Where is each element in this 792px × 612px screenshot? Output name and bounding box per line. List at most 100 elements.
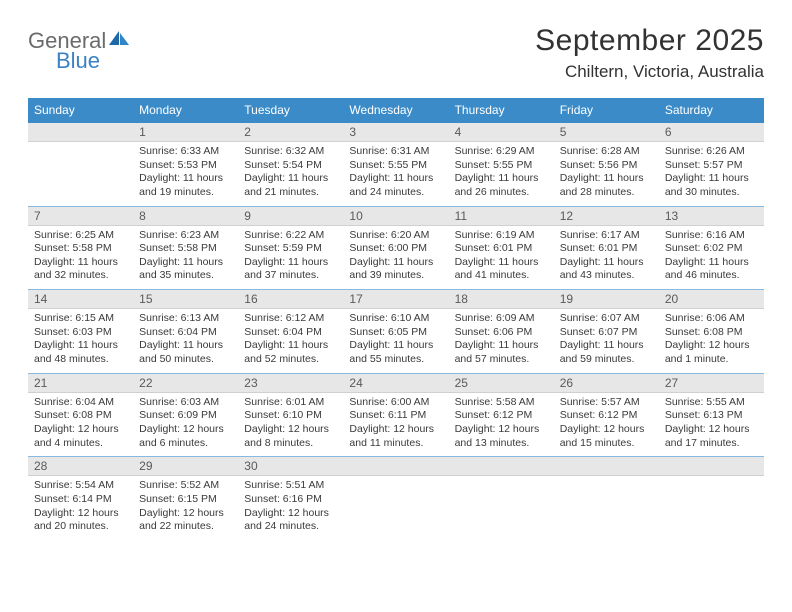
cell: Sunrise: 6:28 AMSunset: 5:56 PMDaylight:… [554,142,659,206]
cell: Sunrise: 6:19 AMSunset: 6:01 PMDaylight:… [449,226,554,290]
cell-line: Sunset: 6:10 PM [244,409,339,423]
week-body-row: Sunrise: 5:54 AMSunset: 6:14 PMDaylight:… [28,476,764,540]
week-daynum-row: 14151617181920 [28,290,764,309]
week-separator [28,456,764,457]
cell-line: Sunset: 5:53 PM [139,159,234,173]
cell-line: Daylight: 11 hours and 30 minutes. [665,172,760,199]
daynum: 14 [28,290,133,309]
cell-line: Sunset: 5:55 PM [455,159,550,173]
daynum: 17 [343,290,448,309]
cell-line: Sunset: 5:56 PM [560,159,655,173]
cell-line: Daylight: 12 hours and 8 minutes. [244,423,339,450]
cell-line: Sunset: 6:01 PM [560,242,655,256]
daynum-empty [554,457,659,476]
cell-line: Daylight: 11 hours and 19 minutes. [139,172,234,199]
cell-line: Daylight: 12 hours and 15 minutes. [560,423,655,450]
cell-empty [343,476,448,540]
cell-line: Sunrise: 6:00 AM [349,396,444,410]
cell-line: Sunset: 6:14 PM [34,493,129,507]
daynum: 4 [449,123,554,142]
cell-line: Sunrise: 5:54 AM [34,479,129,493]
dow-friday: Friday [554,98,659,123]
cell-line: Sunset: 6:08 PM [665,326,760,340]
header: General Blue September 2025 Chiltern, Vi… [28,24,764,82]
logo-word2: Blue [56,50,130,72]
cell-line: Daylight: 11 hours and 57 minutes. [455,339,550,366]
cell-line: Sunset: 6:12 PM [455,409,550,423]
cell: Sunrise: 6:03 AMSunset: 6:09 PMDaylight:… [133,393,238,457]
cell-line: Sunset: 6:04 PM [139,326,234,340]
cell-line: Daylight: 11 hours and 41 minutes. [455,256,550,283]
cell-line: Daylight: 11 hours and 43 minutes. [560,256,655,283]
cell-line: Sunset: 6:06 PM [455,326,550,340]
daynum: 16 [238,290,343,309]
cell: Sunrise: 6:15 AMSunset: 6:03 PMDaylight:… [28,309,133,373]
cell-line: Sunrise: 6:16 AM [665,229,760,243]
cell: Sunrise: 6:12 AMSunset: 6:04 PMDaylight:… [238,309,343,373]
cell-line: Sunset: 6:04 PM [244,326,339,340]
cell: Sunrise: 6:13 AMSunset: 6:04 PMDaylight:… [133,309,238,373]
weeks-container: 123456Sunrise: 6:33 AMSunset: 5:53 PMDay… [28,123,764,540]
cell-line: Sunset: 6:09 PM [139,409,234,423]
cell: Sunrise: 5:58 AMSunset: 6:12 PMDaylight:… [449,393,554,457]
dow-wednesday: Wednesday [343,98,448,123]
cell-line: Sunset: 5:54 PM [244,159,339,173]
cell-line: Sunrise: 6:03 AM [139,396,234,410]
cell-line: Sunset: 6:11 PM [349,409,444,423]
cell-line: Sunset: 5:59 PM [244,242,339,256]
week-body-row: Sunrise: 6:15 AMSunset: 6:03 PMDaylight:… [28,309,764,373]
daynum: 9 [238,207,343,226]
cell-line: Sunset: 6:07 PM [560,326,655,340]
dow-header: SundayMondayTuesdayWednesdayThursdayFrid… [28,98,764,123]
cell-line: Sunset: 6:16 PM [244,493,339,507]
cell-line: Daylight: 11 hours and 28 minutes. [560,172,655,199]
cell-line: Daylight: 12 hours and 13 minutes. [455,423,550,450]
cell-line: Sunset: 6:08 PM [34,409,129,423]
cell-line: Sunset: 6:03 PM [34,326,129,340]
week-separator [28,373,764,374]
cell-line: Sunrise: 6:01 AM [244,396,339,410]
week-body-row: Sunrise: 6:25 AMSunset: 5:58 PMDaylight:… [28,226,764,290]
cell-line: Sunset: 6:13 PM [665,409,760,423]
cell: Sunrise: 6:04 AMSunset: 6:08 PMDaylight:… [28,393,133,457]
daynum: 15 [133,290,238,309]
location: Chiltern, Victoria, Australia [535,62,764,82]
dow-tuesday: Tuesday [238,98,343,123]
cell-line: Sunrise: 5:51 AM [244,479,339,493]
cell-empty [28,142,133,206]
cell-line: Daylight: 11 hours and 46 minutes. [665,256,760,283]
cell-line: Daylight: 11 hours and 48 minutes. [34,339,129,366]
cell-line: Sunrise: 6:23 AM [139,229,234,243]
daynum: 30 [238,457,343,476]
cell-line: Sunrise: 6:26 AM [665,145,760,159]
cell-line: Daylight: 12 hours and 24 minutes. [244,507,339,534]
cell-line: Sunrise: 6:29 AM [455,145,550,159]
cell-line: Sunrise: 6:33 AM [139,145,234,159]
cell: Sunrise: 5:54 AMSunset: 6:14 PMDaylight:… [28,476,133,540]
daynum: 8 [133,207,238,226]
cell-line: Sunrise: 6:25 AM [34,229,129,243]
cell-line: Sunset: 6:00 PM [349,242,444,256]
cell: Sunrise: 6:01 AMSunset: 6:10 PMDaylight:… [238,393,343,457]
page-title: September 2025 [535,24,764,58]
cell-line: Daylight: 12 hours and 17 minutes. [665,423,760,450]
cell-line: Sunrise: 6:04 AM [34,396,129,410]
cell: Sunrise: 5:52 AMSunset: 6:15 PMDaylight:… [133,476,238,540]
daynum: 3 [343,123,448,142]
cell: Sunrise: 6:31 AMSunset: 5:55 PMDaylight:… [343,142,448,206]
cell-line: Sunrise: 5:55 AM [665,396,760,410]
cell: Sunrise: 6:00 AMSunset: 6:11 PMDaylight:… [343,393,448,457]
cell: Sunrise: 5:55 AMSunset: 6:13 PMDaylight:… [659,393,764,457]
week-daynum-row: 282930 [28,457,764,476]
cell-line: Daylight: 11 hours and 21 minutes. [244,172,339,199]
cell-line: Daylight: 12 hours and 20 minutes. [34,507,129,534]
daynum-empty [28,123,133,142]
cell: Sunrise: 6:25 AMSunset: 5:58 PMDaylight:… [28,226,133,290]
calendar: SundayMondayTuesdayWednesdayThursdayFrid… [28,98,764,540]
cell-line: Daylight: 11 hours and 52 minutes. [244,339,339,366]
cell: Sunrise: 5:51 AMSunset: 6:16 PMDaylight:… [238,476,343,540]
daynum: 2 [238,123,343,142]
daynum: 1 [133,123,238,142]
daynum: 26 [554,374,659,393]
dow-thursday: Thursday [449,98,554,123]
